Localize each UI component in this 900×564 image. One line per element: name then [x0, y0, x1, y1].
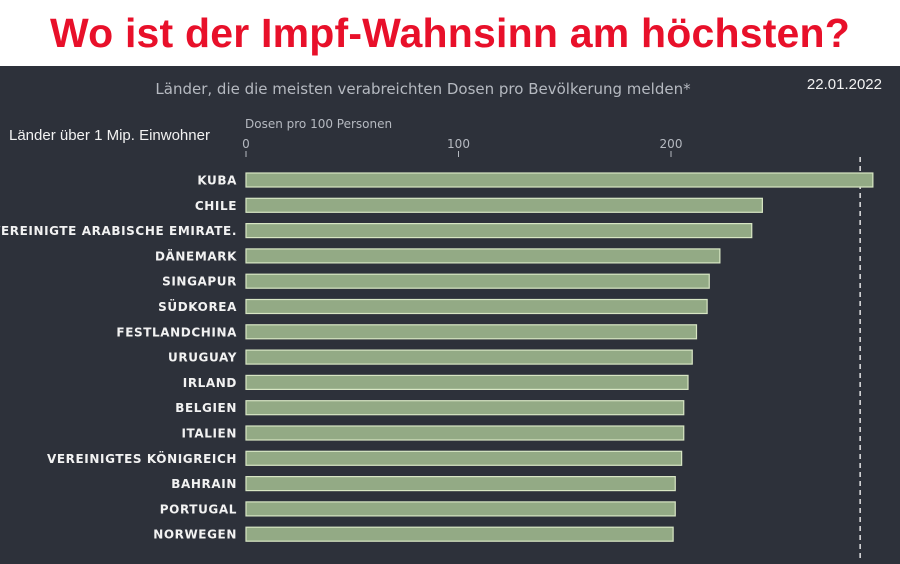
bar — [245, 400, 685, 416]
category-label: DÄNEMARK — [155, 248, 237, 263]
bar — [245, 172, 874, 188]
x-tick-label: 100 — [447, 137, 470, 151]
category-label: PORTUGAL — [160, 502, 237, 516]
bar — [245, 501, 676, 517]
bar — [245, 197, 763, 213]
category-label: NORWEGEN — [153, 528, 237, 542]
bar — [245, 223, 753, 239]
category-label: BELGIEN — [175, 401, 237, 415]
x-tick-label: 0 — [242, 137, 250, 151]
x-tick-label: 200 — [660, 137, 683, 151]
category-label: SINGAPUR — [162, 275, 237, 289]
category-label: ITALIEN — [181, 427, 237, 441]
bar — [245, 526, 674, 542]
date-label: 22.01.2022 — [806, 76, 882, 93]
headline: Wo ist der Impf-Wahnsinn am höchsten? — [0, 0, 900, 66]
category-label: VEREINIGTES KÖNIGREICH — [47, 451, 237, 466]
x-axis-label: Dosen pro 100 Personen — [245, 117, 392, 131]
bar — [245, 298, 708, 315]
bar — [245, 450, 683, 466]
bar — [245, 349, 693, 365]
category-label: IRLAND — [183, 376, 237, 390]
category-label: SÜDKOREA — [158, 299, 237, 314]
bar — [245, 324, 698, 340]
population-note: Länder über 1 Mip. Einwohner — [9, 127, 210, 144]
bar — [245, 273, 710, 289]
bar — [245, 374, 689, 390]
bar — [245, 476, 676, 492]
category-label: FESTLANDCHINA — [116, 325, 237, 339]
category-label: KUBA — [197, 174, 237, 188]
category-label: URUGUAY — [168, 351, 237, 365]
chart-subtitle: Länder, die die meisten verabreichten Do… — [155, 80, 691, 98]
category-label: BAHRAIN — [171, 477, 237, 491]
bar — [245, 425, 685, 441]
category-label: VEREINIGTE ARABISCHE EMIRATE. — [0, 224, 237, 238]
bar — [245, 248, 721, 264]
category-label: CHILE — [195, 199, 237, 213]
